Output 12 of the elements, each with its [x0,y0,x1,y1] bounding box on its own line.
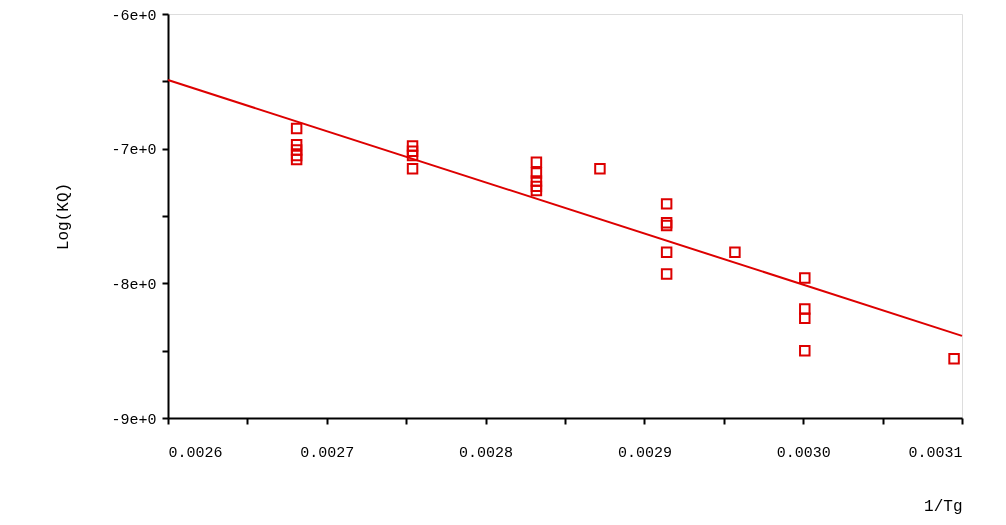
x-tick-label: 0.0029 [617,444,672,462]
x-tick-label: 0.0026 [168,444,223,462]
x-tick-label: 0.0030 [776,444,831,462]
y-tick-label: -7e+0 [111,142,157,160]
y-tick-label: -9e+0 [111,411,157,429]
x-axis-title: 1/Tg [924,497,963,516]
y-tick-label: -6e+0 [111,7,157,25]
x-tick-label: 0.0028 [459,444,514,462]
x-tick-label: 0.0031 [908,444,963,462]
y-tick-label: -8e+0 [111,276,157,294]
y-axis-title: Log(KQ) [55,182,74,251]
x-tick-label: 0.0027 [300,444,355,462]
